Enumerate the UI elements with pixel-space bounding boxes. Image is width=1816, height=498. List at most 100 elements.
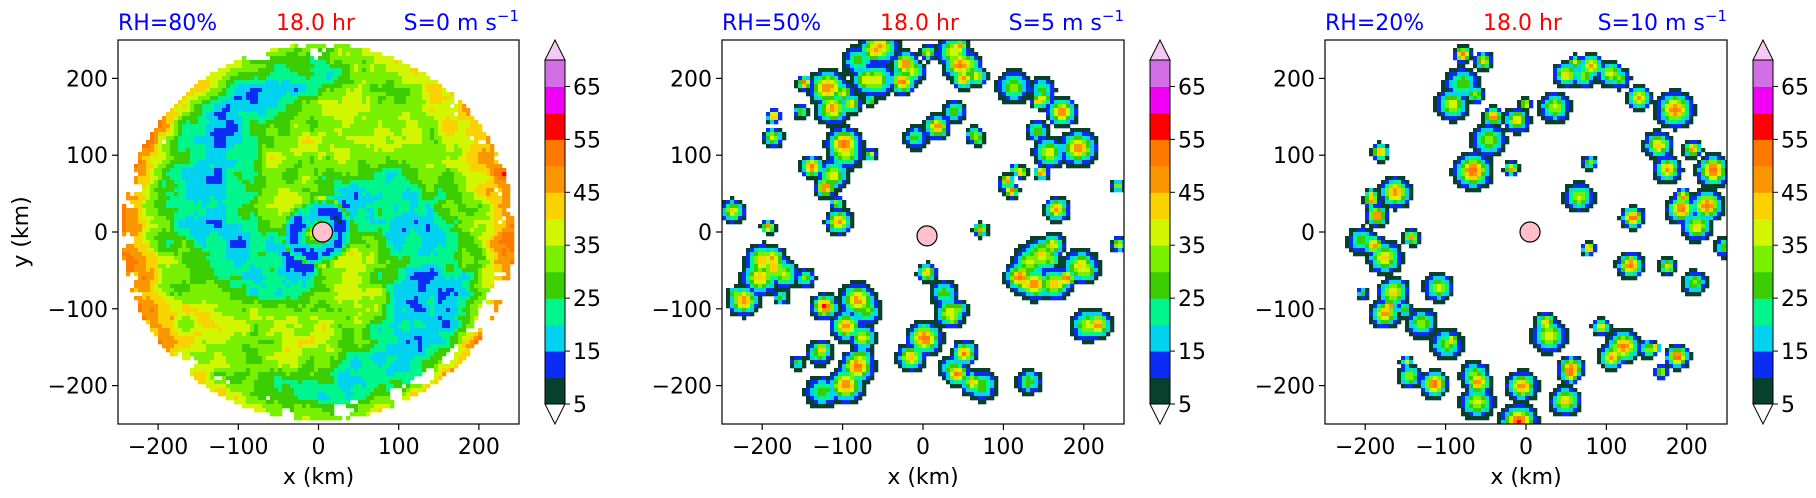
y-tick-label: −100: [1255, 298, 1315, 323]
colorbar-segment: [1753, 245, 1773, 273]
y-tick-label: −200: [652, 375, 712, 400]
colorbar-segment: [1150, 86, 1170, 114]
colorbar-segment: [545, 192, 565, 220]
colorbar-segment: [545, 165, 565, 193]
colorbar-tick-label: 65: [573, 75, 601, 100]
title-shear: S=5 m s−1: [1009, 7, 1124, 36]
y-tick-label: 100: [670, 144, 712, 169]
y-tick-label: 0: [698, 221, 712, 246]
title-humidity: RH=20%: [1325, 11, 1424, 36]
colorbar-tick-label: 25: [1781, 287, 1809, 312]
colorbar-tick-label: 5: [1781, 393, 1795, 418]
colorbar-extend-max: [1752, 38, 1774, 61]
colorbar-tick-label: 25: [573, 287, 601, 312]
colorbar-tick-label: 15: [1781, 340, 1809, 365]
storm-center-marker: [1519, 221, 1541, 243]
colorbar-tick-label: 65: [1178, 75, 1206, 100]
x-tick-label: −100: [208, 435, 268, 460]
x-tick-label: 200: [1666, 435, 1708, 460]
reflectivity-field: [122, 44, 515, 421]
colorbar-frame: [1149, 59, 1171, 405]
x-tick-label: −200: [732, 435, 792, 460]
colorbar-segment: [1150, 139, 1170, 167]
y-tick-label: −100: [652, 298, 712, 323]
colorbar-segment: [1753, 60, 1773, 87]
colorbar-tick-label: 45: [1781, 181, 1809, 206]
colorbar-tick-label: 45: [1178, 181, 1206, 206]
panel-1: −200 −100 0 100 200 −200 −100 0 100 200 x (km) y (k…: [9, 7, 601, 490]
y-tick-label: 100: [66, 144, 108, 169]
colorbar-tick-label: 35: [573, 234, 601, 259]
colorbar-segment: [545, 271, 565, 299]
x-tick-label: −100: [1415, 435, 1475, 460]
title-shear: S=0 m s−1: [404, 7, 519, 36]
x-tick-label: −100: [812, 435, 872, 460]
storm-center-marker: [311, 221, 334, 243]
colorbar-segment: [1753, 298, 1773, 326]
colorbar: 5 15 25 35 45 55 65: [1752, 38, 1809, 426]
colorbar-segment: [1150, 192, 1170, 220]
y-tick-label: −100: [48, 298, 108, 323]
title-humidity: RH=50%: [722, 11, 821, 36]
x-tick-label: 0: [312, 435, 326, 460]
colorbar-segment: [545, 86, 565, 114]
y-tick-label: 0: [1301, 221, 1315, 246]
colorbar-tick-label: 25: [1178, 287, 1206, 312]
colorbar-segment: [545, 60, 565, 87]
colorbar-extend-min: [1752, 403, 1774, 426]
colorbar-frame: [1752, 59, 1774, 405]
colorbar-tick-label: 55: [573, 128, 601, 153]
colorbar-segment: [1753, 377, 1773, 405]
x-tick-label: −200: [128, 435, 188, 460]
title-time: 18.0 hr: [1483, 11, 1563, 36]
x-tick-label: 200: [1063, 435, 1105, 460]
colorbar-tick-label: 35: [1781, 234, 1809, 259]
colorbar-extend-min: [544, 403, 566, 426]
colorbar-segment: [545, 351, 565, 379]
colorbar-tick-label: 65: [1781, 75, 1809, 100]
colorbar-tick-label: 5: [573, 393, 587, 418]
colorbar-tick-label: 15: [573, 340, 601, 365]
y-axis-label: y (km): [9, 196, 34, 267]
colorbar-segment: [1753, 139, 1773, 167]
x-axis-label: x (km): [283, 465, 354, 490]
colorbar-segment: [1150, 298, 1170, 326]
colorbar-segment: [1150, 165, 1170, 193]
y-tick-label: 100: [1273, 144, 1315, 169]
colorbar-segment: [1150, 377, 1170, 405]
colorbar-segment: [1753, 112, 1773, 140]
colorbar-segment: [1753, 324, 1773, 352]
colorbar-segment: [545, 298, 565, 326]
title-time: 18.0 hr: [276, 11, 356, 36]
colorbar-segment: [1150, 60, 1170, 87]
x-tick-label: 200: [458, 435, 500, 460]
colorbar-segment: [1150, 112, 1170, 140]
colorbar-segment: [545, 139, 565, 167]
title-time: 18.0 hr: [880, 11, 960, 36]
x-tick-label: 100: [982, 435, 1024, 460]
y-tick-label: −200: [1255, 375, 1315, 400]
colorbar-tick-label: 55: [1781, 128, 1809, 153]
reflectivity-field: [722, 40, 1124, 409]
colorbar-segment: [1753, 86, 1773, 114]
y-tick-label: 0: [94, 221, 108, 246]
colorbar-segment: [1150, 351, 1170, 379]
y-tick-label: 200: [1273, 67, 1315, 92]
x-tick-label: 100: [378, 435, 420, 460]
colorbar-segment: [1753, 351, 1773, 379]
colorbar-extend-max: [544, 38, 566, 61]
panel-3: −200 −100 0 100 200 −200 −100 0 100 200 x (km) RH=2…: [1255, 7, 1809, 490]
x-tick-label: 100: [1585, 435, 1627, 460]
x-tick-label: 0: [916, 435, 930, 460]
colorbar: 5 15 25 35 45 55 65: [1149, 38, 1206, 426]
colorbar-tick-label: 45: [573, 181, 601, 206]
colorbar-segment: [1150, 245, 1170, 273]
x-axis-label: x (km): [887, 465, 958, 490]
colorbar-segment: [545, 324, 565, 352]
y-tick-label: 200: [670, 67, 712, 92]
colorbar-segment: [545, 112, 565, 140]
colorbar-frame: [544, 59, 566, 405]
panel-2: −200 −100 0 100 200 −200 −100 0 100 200 x (km) RH=5…: [652, 7, 1206, 490]
x-tick-label: −200: [1335, 435, 1395, 460]
